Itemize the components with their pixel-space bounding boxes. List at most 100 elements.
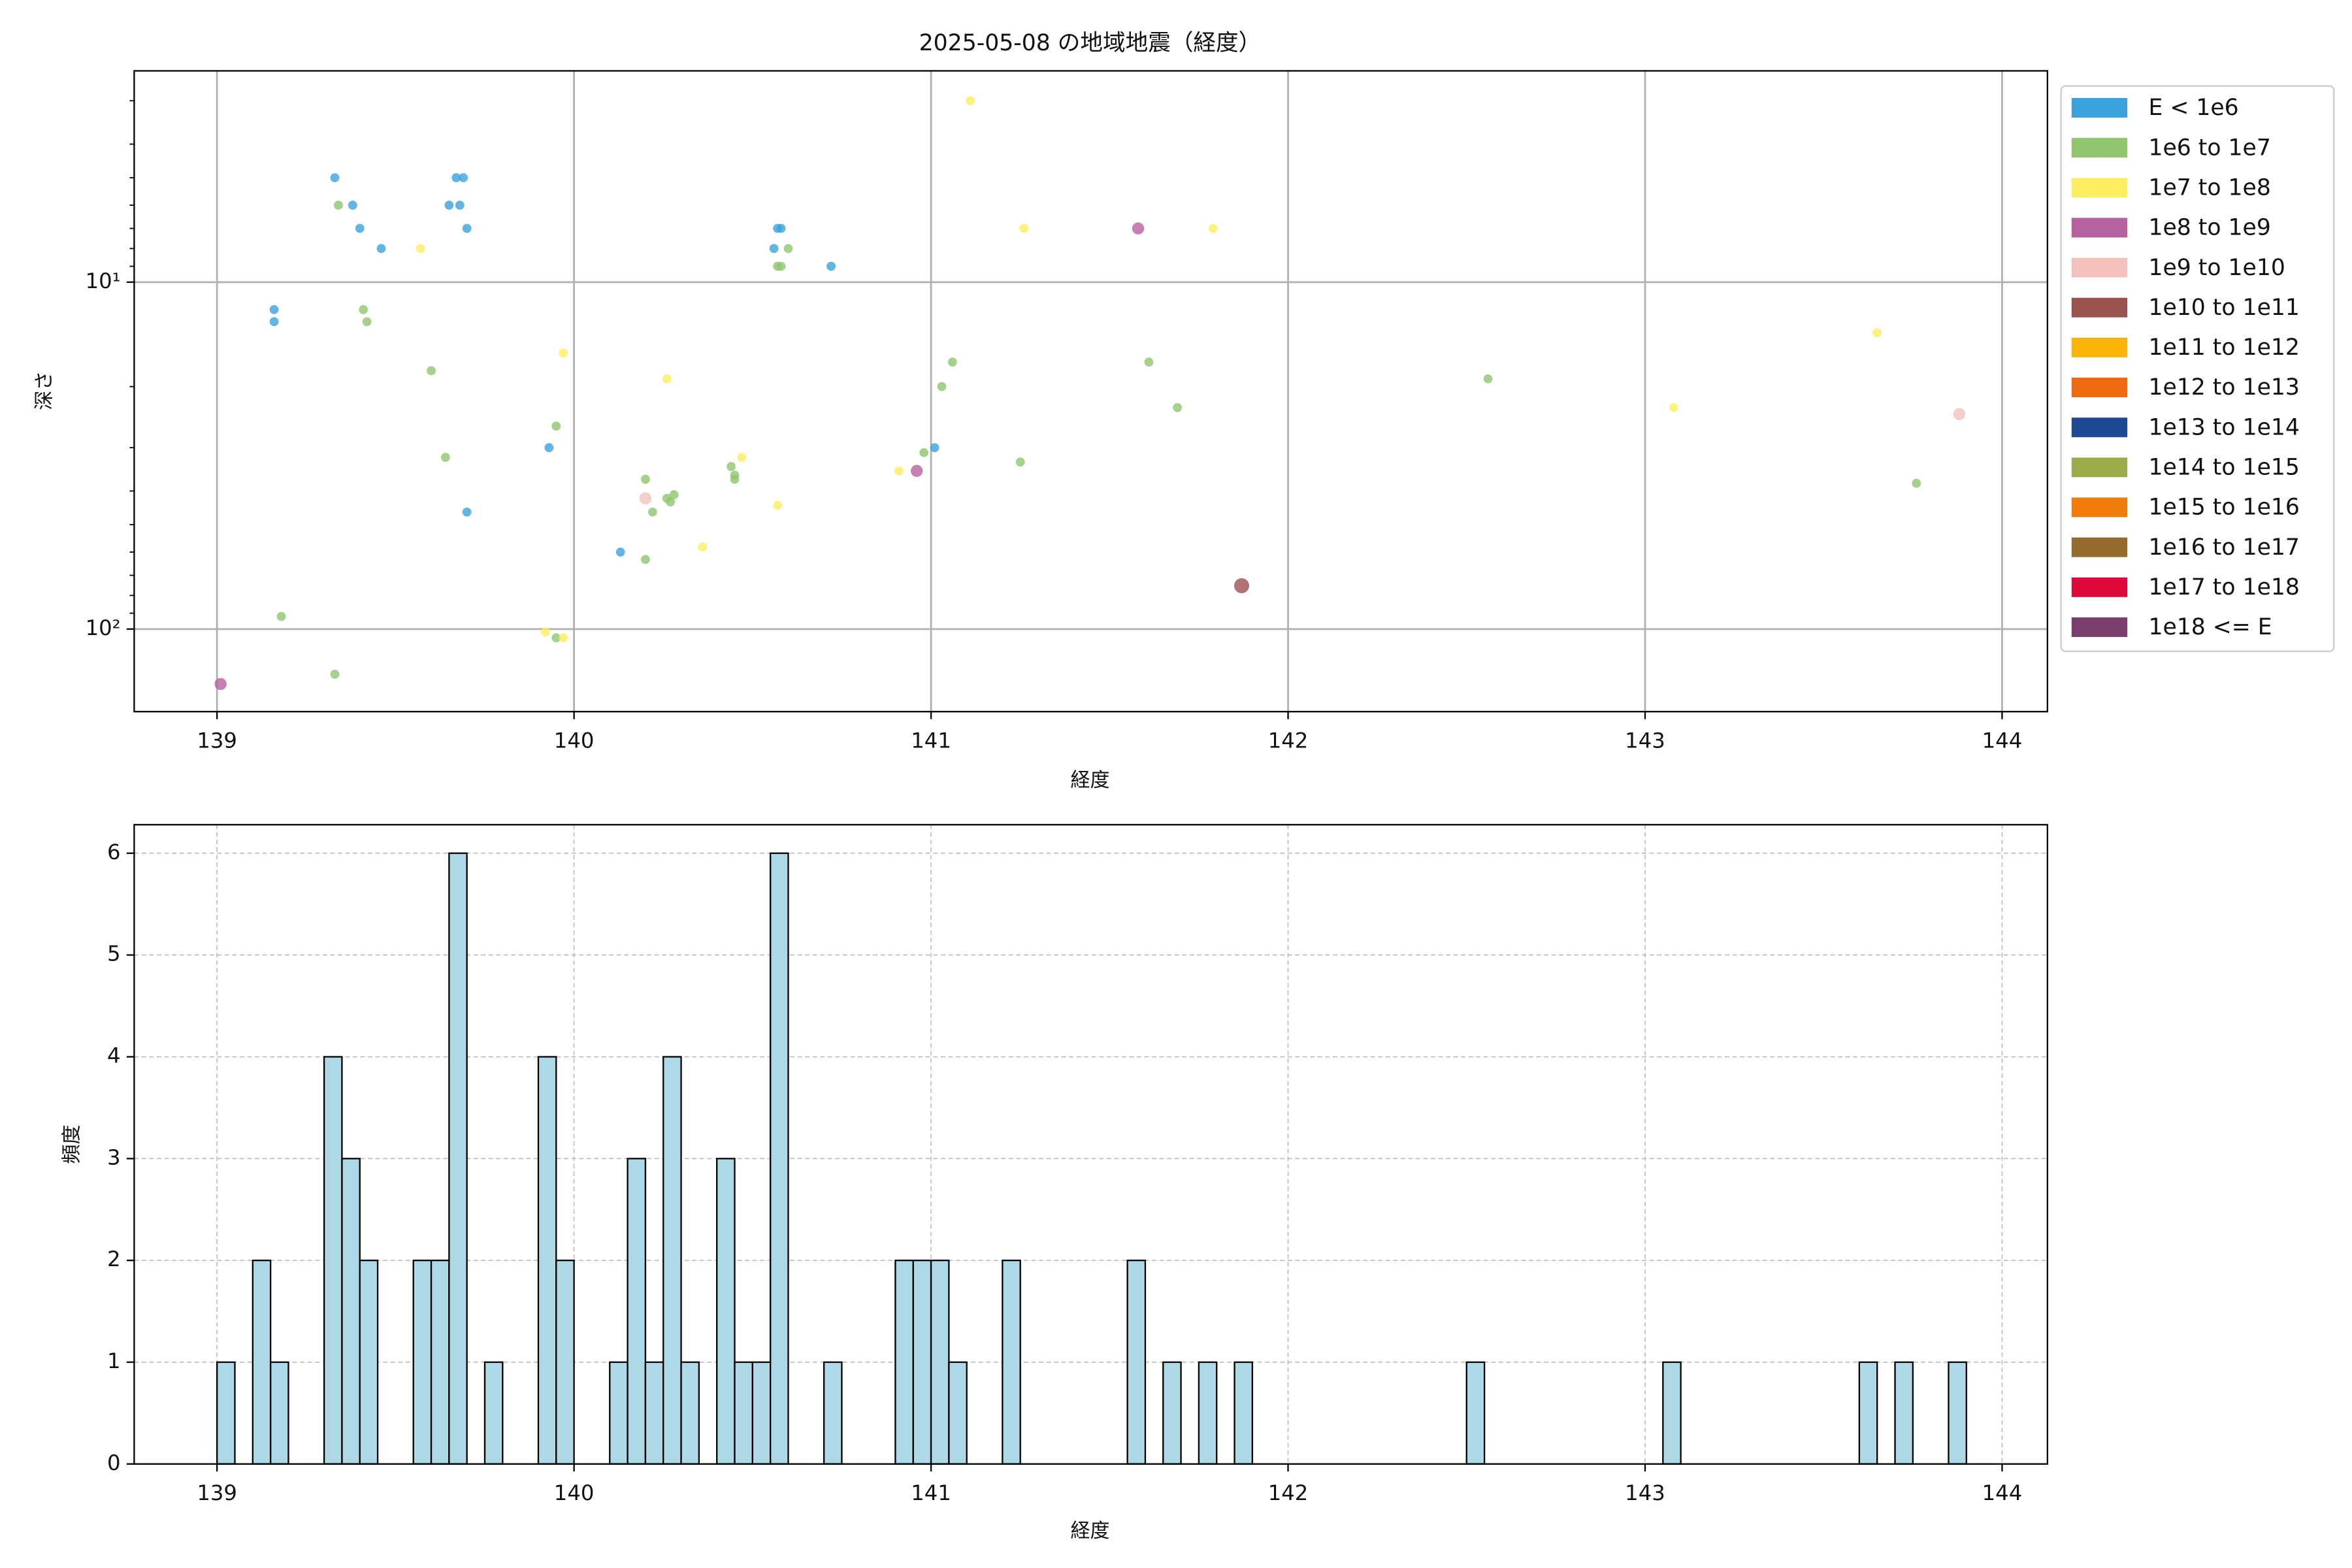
histogram-bar bbox=[1662, 1361, 1682, 1465]
legend-swatch bbox=[2071, 378, 2128, 398]
data-point bbox=[214, 678, 227, 691]
legend-swatch bbox=[2071, 497, 2128, 517]
histogram-bar bbox=[716, 1158, 736, 1465]
data-point bbox=[1132, 222, 1145, 235]
data-point bbox=[269, 304, 279, 314]
histogram-bar bbox=[823, 1361, 843, 1465]
histogram-bar bbox=[930, 1260, 950, 1465]
histogram-bar bbox=[1162, 1361, 1182, 1465]
y-tick-label: 10² bbox=[86, 615, 121, 640]
data-point bbox=[666, 497, 676, 507]
legend-swatch bbox=[2071, 577, 2128, 597]
x-tick-label: 144 bbox=[1982, 728, 2023, 753]
x-tick-label: 141 bbox=[911, 1480, 951, 1505]
data-point bbox=[451, 173, 461, 182]
x-tick-label: 141 bbox=[911, 728, 951, 753]
data-point bbox=[459, 173, 468, 182]
data-point bbox=[639, 492, 652, 505]
x-axis-label: 経度 bbox=[1070, 1520, 1109, 1543]
data-point bbox=[966, 96, 975, 106]
histogram-bar bbox=[430, 1260, 450, 1465]
legend-label: 1e16 to 1e17 bbox=[2148, 534, 2299, 561]
legend-label: 1e9 to 1e10 bbox=[2148, 255, 2285, 281]
histogram-bar bbox=[555, 1260, 575, 1465]
data-point bbox=[947, 357, 957, 367]
histogram-bar bbox=[1465, 1361, 1486, 1465]
x-tick-label: 142 bbox=[1268, 728, 1309, 753]
plot-frame bbox=[133, 824, 2048, 1465]
chart-title: 2025-05-08 の地域地震（経度） bbox=[919, 30, 1262, 56]
histogram-bar bbox=[644, 1361, 664, 1465]
y-tick-label: 5 bbox=[107, 941, 121, 966]
legend-swatch bbox=[2071, 337, 2128, 357]
legend-swatch bbox=[2071, 98, 2128, 118]
data-point bbox=[462, 223, 472, 233]
histogram-bar bbox=[1126, 1260, 1147, 1465]
data-point bbox=[647, 507, 657, 517]
histogram-bar bbox=[323, 1056, 343, 1465]
histogram-bar bbox=[751, 1361, 772, 1465]
histogram-bar bbox=[412, 1260, 433, 1465]
x-tick-label: 140 bbox=[554, 1480, 595, 1505]
histogram-bar bbox=[1948, 1361, 1967, 1465]
histogram-bar bbox=[734, 1361, 754, 1465]
data-point bbox=[1872, 328, 1882, 338]
data-point bbox=[1173, 403, 1183, 412]
histogram-bar bbox=[770, 852, 789, 1465]
histogram-bar bbox=[948, 1361, 968, 1465]
x-tick-label: 143 bbox=[1625, 728, 1665, 753]
histogram-bar bbox=[912, 1260, 932, 1465]
data-point bbox=[359, 304, 368, 314]
y-tick-label: 10¹ bbox=[86, 269, 121, 293]
data-point bbox=[551, 421, 561, 431]
y-tick-label: 0 bbox=[107, 1450, 121, 1475]
data-point bbox=[362, 317, 372, 327]
data-point bbox=[730, 470, 740, 480]
legend-label: 1e11 to 1e12 bbox=[2148, 335, 2299, 361]
data-point bbox=[440, 453, 450, 463]
data-point bbox=[455, 201, 465, 210]
legend-label: 1e10 to 1e11 bbox=[2148, 295, 2299, 321]
histogram-bar bbox=[1002, 1260, 1021, 1465]
data-point bbox=[355, 223, 365, 233]
data-point bbox=[1953, 408, 1966, 420]
data-point bbox=[773, 500, 783, 510]
data-point bbox=[662, 374, 672, 384]
data-point bbox=[773, 261, 783, 271]
data-point bbox=[330, 173, 340, 182]
data-point bbox=[1208, 223, 1218, 233]
y-tick-label: 1 bbox=[107, 1348, 121, 1373]
legend-label: 1e13 to 1e14 bbox=[2148, 414, 2299, 440]
data-point bbox=[1669, 403, 1678, 412]
legend-swatch bbox=[2071, 218, 2128, 238]
data-point bbox=[269, 317, 279, 327]
legend-label: 1e17 to 1e18 bbox=[2148, 574, 2299, 600]
data-point bbox=[540, 627, 550, 637]
legend-label: E < 1e6 bbox=[2148, 95, 2238, 121]
data-point bbox=[334, 201, 343, 210]
data-point bbox=[826, 261, 836, 271]
legend-label: 1e7 to 1e8 bbox=[2148, 174, 2270, 201]
data-point bbox=[427, 366, 436, 376]
y-tick-label: 4 bbox=[107, 1043, 121, 1068]
legend-swatch bbox=[2071, 457, 2128, 478]
data-point bbox=[640, 555, 650, 564]
histogram-bar bbox=[1894, 1361, 1914, 1465]
data-point bbox=[1233, 578, 1250, 594]
x-tick-label: 139 bbox=[197, 728, 237, 753]
legend-label: 1e14 to 1e15 bbox=[2148, 455, 2299, 481]
y-axis-label: 深さ bbox=[33, 371, 56, 410]
histogram-bar bbox=[894, 1260, 914, 1465]
legend-box bbox=[2060, 85, 2335, 653]
data-point bbox=[727, 462, 736, 471]
histogram-bar bbox=[448, 852, 468, 1465]
histogram-bar bbox=[537, 1056, 557, 1465]
x-tick-label: 142 bbox=[1268, 1480, 1309, 1505]
data-point bbox=[737, 453, 747, 463]
data-point bbox=[615, 547, 625, 557]
data-point bbox=[910, 465, 923, 477]
legend-swatch bbox=[2071, 257, 2128, 278]
data-point bbox=[640, 474, 650, 484]
histogram-bar bbox=[483, 1361, 504, 1465]
